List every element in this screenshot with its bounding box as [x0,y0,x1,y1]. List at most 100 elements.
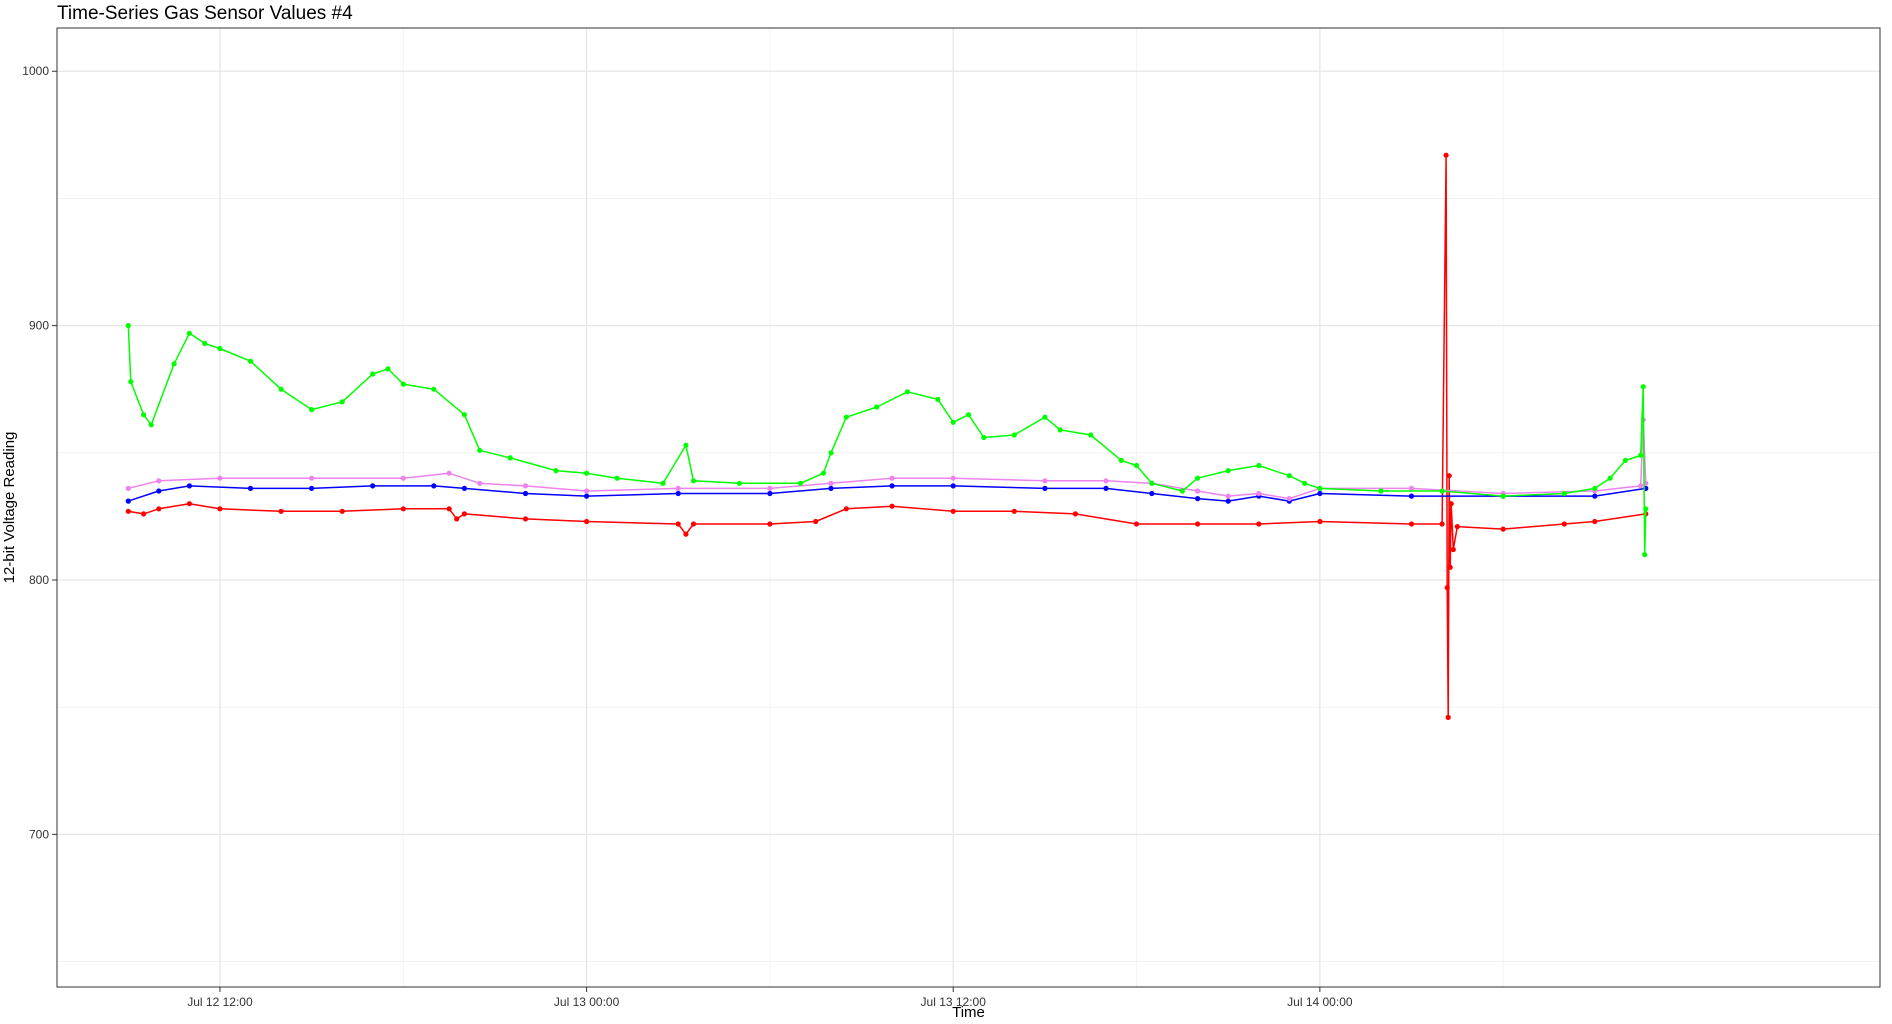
series-1-point [1448,501,1454,507]
chart-title: Time-Series Gas Sensor Values #4 [57,3,353,24]
series-4-point [1561,490,1567,497]
series-4-point [614,475,620,481]
y-tick-label: 700 [29,827,49,841]
series-3-point [309,475,315,481]
series-4-point [1133,462,1140,469]
series-2-point [767,490,773,497]
series-2-point [431,483,437,489]
series-4-point [843,414,849,420]
major-gridlines [57,28,1880,987]
series-4-point [125,323,131,329]
series-2-point [1592,493,1598,499]
series-4-point [1317,485,1323,491]
series-3-point [1103,478,1109,484]
series-1-point [217,506,223,512]
series-3-point [1042,478,1048,484]
series-2-point [950,483,956,489]
series-4-point [1225,468,1231,474]
series-2-point [309,485,315,491]
series-1 [125,152,1649,721]
series-4-point [981,434,987,441]
series-3-point [675,485,681,491]
series-4-point [128,379,134,385]
series-1-point [1011,508,1017,514]
series-1-point [1445,714,1451,721]
series-4-point [1011,432,1017,438]
series-2-point [889,483,895,489]
series-3-point [477,480,483,486]
series-2-point [1103,485,1109,491]
series-1-point [1444,585,1450,591]
series-2-point [1195,496,1201,502]
series-4-point [1118,457,1124,463]
series-4-point [690,478,697,484]
series-4-point [1042,414,1048,420]
series-1-point [1446,473,1452,479]
y-tick-label: 1000 [22,64,49,78]
series-1-point [1133,521,1140,527]
series-1-point [156,506,162,512]
series-3-point [156,478,162,484]
series-3-point [217,475,223,481]
series-4-point [370,371,376,377]
series-3-point [400,475,406,481]
series-4-point [278,386,284,392]
series-1-point [1256,521,1262,527]
series-2-point [522,490,529,497]
series-4-point [507,455,513,461]
series-4-point [148,422,154,428]
series-2-point [584,493,590,499]
series-1-point [1317,518,1323,525]
series-4-point [217,345,223,352]
series-4-point [1643,506,1649,512]
series-4-point [1640,384,1646,390]
series-1-point [522,516,529,522]
series-4-point [820,470,827,476]
series-4-point [874,404,880,410]
series-3-point [950,475,956,481]
series-3-point [1638,483,1644,489]
series-1-point [1561,521,1567,527]
series-4-point [1638,452,1644,458]
series-4-point [965,412,972,418]
series-2-point [828,485,834,491]
series-1-point [950,508,956,514]
series-4-point [553,468,559,474]
series-4-point [1378,488,1384,494]
series-3-point [828,480,834,486]
series-1-point [1195,521,1201,527]
series-3-point [1408,485,1415,491]
series-4-point [904,389,911,395]
series-3-point [1225,493,1231,499]
series-1-point [584,518,590,525]
series-2-point [461,485,467,491]
series-4-point [584,470,590,476]
series-4-point [1286,473,1292,479]
series-2-point [247,485,254,491]
series-1-point [125,508,131,514]
y-tick-label: 800 [29,573,49,587]
series-4-point [1256,462,1262,469]
series-2-point [125,498,131,504]
series-4-point [477,447,483,453]
series-1-point [1450,546,1456,553]
series-4-point [141,412,147,418]
series-1-point [1072,511,1078,517]
series-4-point [828,450,834,456]
series-2-point [1225,498,1231,504]
series-1-point [889,503,895,509]
data-series [125,152,1649,721]
series-3-point [446,470,452,476]
series-4-point [1642,552,1648,558]
series-1-point [1500,526,1506,532]
series-4-point [1592,485,1598,491]
series-4-point [1149,480,1155,486]
series-4-point [461,412,467,418]
series-3-point [1195,488,1201,494]
series-1-point [1408,521,1415,527]
series-2-point [1317,490,1323,497]
series-4-point [935,396,941,402]
panel-border [56,27,1881,988]
series-1-point [767,521,773,527]
